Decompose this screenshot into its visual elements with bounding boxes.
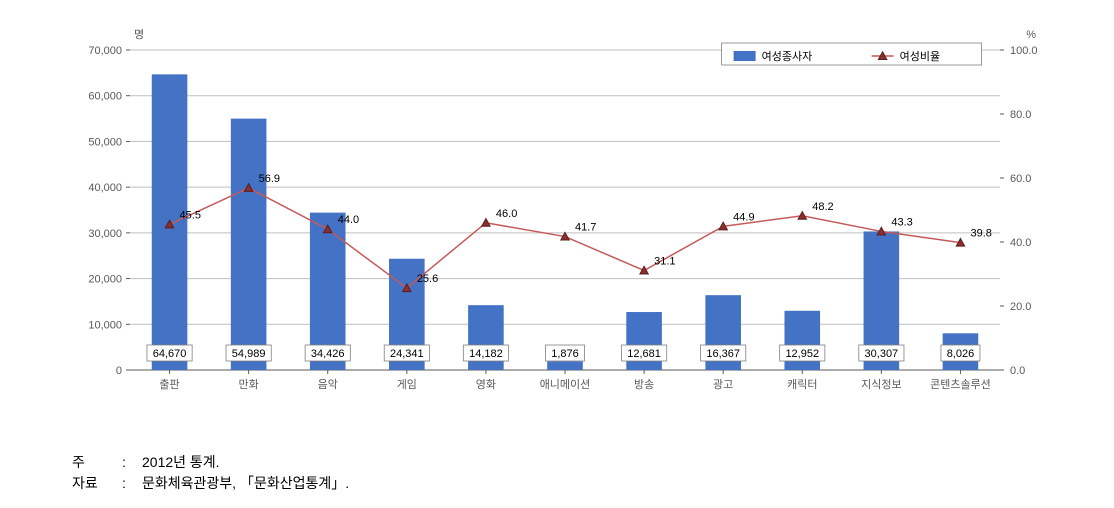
category-label: 지식정보: [861, 378, 901, 391]
y-right-tick-label: 60.0: [1010, 173, 1031, 185]
line-value-label: 48.2: [812, 201, 833, 213]
category-label: 출판: [159, 378, 179, 391]
chart-svg: 0 10,000 20,000 30,000 40,000 50,000 60,000 70,…: [60, 20, 1070, 440]
footnote-note-text: 2012년 통계.: [142, 452, 220, 473]
category-label: 광고: [713, 378, 733, 391]
bar-value-label: 34,426: [311, 348, 345, 360]
category-label: 애니메이션: [540, 378, 591, 391]
bar-value-label: 24,341: [390, 348, 424, 360]
y-left-tick-label: 20,000: [88, 274, 122, 286]
line-value-label: 41.7: [575, 222, 596, 234]
y-left-tick-label: 0: [116, 365, 122, 377]
line-value-label: 31.1: [654, 255, 675, 267]
category-label: 게임: [397, 378, 417, 391]
category-label: 방송: [634, 378, 654, 391]
legend-box: [722, 43, 982, 65]
line-value-label: 45.5: [180, 209, 201, 221]
y-left-tick-label: 50,000: [88, 136, 122, 148]
bar-value-label: 1,876: [551, 348, 579, 360]
category-label: 콘텐츠솔루션: [930, 378, 991, 391]
chart-bg: [60, 20, 1070, 440]
footnote-source-text: 문화체육관광부, 「문화산업통계」.: [142, 473, 349, 494]
footnote-source-row: 자료 : 문화체육관광부, 「문화산업통계」.: [72, 473, 349, 494]
bar-value-label: 14,182: [469, 348, 503, 360]
legend-bar-label: 여성종사자: [762, 50, 813, 63]
footnote-source-label: 자료: [72, 473, 122, 494]
line-value-label: 39.8: [970, 228, 991, 240]
chart-container: 0 10,000 20,000 30,000 40,000 50,000 60,000 70,…: [60, 20, 1070, 440]
bar-value-label: 64,670: [153, 348, 187, 360]
legend-line-label: 여성비율: [900, 50, 940, 63]
y-left-tick-label: 10,000: [88, 319, 122, 331]
y-right-tick-label: 40.0: [1010, 237, 1031, 249]
bar-value-label: 30,307: [865, 348, 899, 360]
footnotes: 주 : 2012년 통계. 자료 : 문화체육관광부, 「문화산업통계」.: [72, 452, 349, 494]
line-value-label: 25.6: [417, 273, 438, 285]
line-value-label: 56.9: [259, 173, 280, 185]
y-left-tick-label: 60,000: [88, 91, 122, 103]
category-label: 캐릭터: [787, 378, 817, 391]
y-left-tick-label: 40,000: [88, 182, 122, 194]
category-label: 영화: [476, 378, 496, 391]
line-value-label: 44.9: [733, 211, 754, 223]
bar-value-label: 54,989: [232, 348, 266, 360]
bar-value-label: 8,026: [947, 348, 975, 360]
y-left-tick-label: 30,000: [88, 228, 122, 240]
y-left-tick-label: 70,000: [88, 45, 122, 57]
footnote-colon: :: [122, 473, 142, 494]
line-value-label: 46.0: [496, 208, 517, 220]
y-right-tick-label: 20.0: [1010, 301, 1031, 313]
category-label: 음악: [318, 378, 338, 391]
bar-value-label: 16,367: [706, 348, 740, 360]
category-label: 만화: [239, 378, 259, 391]
y-right-tick-label: 0.0: [1010, 365, 1025, 377]
y-left-title: 명: [134, 28, 144, 41]
footnote-note-row: 주 : 2012년 통계.: [72, 452, 349, 473]
line-value-label: 43.3: [891, 216, 912, 228]
y-right-title: %: [1026, 29, 1036, 41]
y-right-tick-label: 80.0: [1010, 109, 1031, 121]
bar-value-label: 12,681: [627, 348, 661, 360]
bar-value-label: 12,952: [785, 348, 819, 360]
legend-bar-swatch-icon: [734, 51, 756, 61]
footnote-note-label: 주: [72, 452, 122, 473]
y-right-tick-label: 100.0: [1010, 45, 1038, 57]
line-value-label: 44.0: [338, 214, 359, 226]
bar: [231, 119, 267, 370]
bar: [547, 361, 583, 370]
footnote-colon: :: [122, 452, 142, 473]
